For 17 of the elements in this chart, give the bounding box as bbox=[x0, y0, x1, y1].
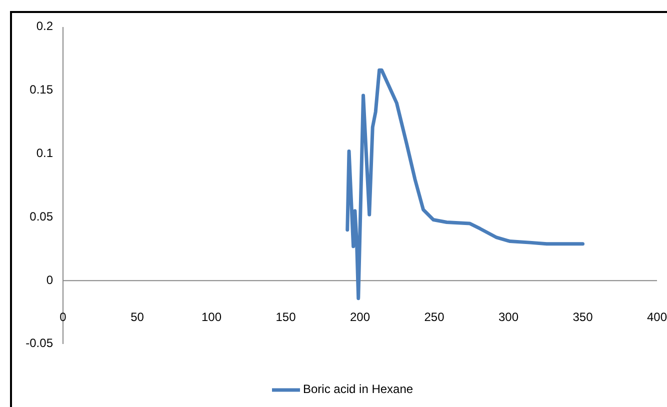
x-tick-label: 300 bbox=[498, 310, 519, 324]
y-tick-label: -0.05 bbox=[26, 336, 54, 350]
y-tick-label: 0.15 bbox=[30, 82, 54, 97]
x-tick-label: 150 bbox=[276, 310, 296, 324]
line-series bbox=[346, 68, 584, 300]
y-tick-label: 0.1 bbox=[36, 146, 54, 160]
y-tick-label: 0.05 bbox=[30, 209, 54, 224]
x-tick-label: 400 bbox=[646, 310, 667, 324]
x-tick-label: 350 bbox=[572, 310, 594, 324]
x-tick-label: 200 bbox=[350, 310, 370, 324]
y-tick-label: 0.2 bbox=[36, 19, 54, 34]
x-tick-label: 0 bbox=[60, 310, 67, 324]
y-tick-label: 0 bbox=[46, 272, 54, 287]
x-tick-label: 100 bbox=[201, 310, 222, 324]
legend-label: Boric acid in Hexane bbox=[303, 382, 414, 396]
x-tick-label: 50 bbox=[130, 310, 144, 324]
x-tick-label: 250 bbox=[424, 310, 445, 324]
